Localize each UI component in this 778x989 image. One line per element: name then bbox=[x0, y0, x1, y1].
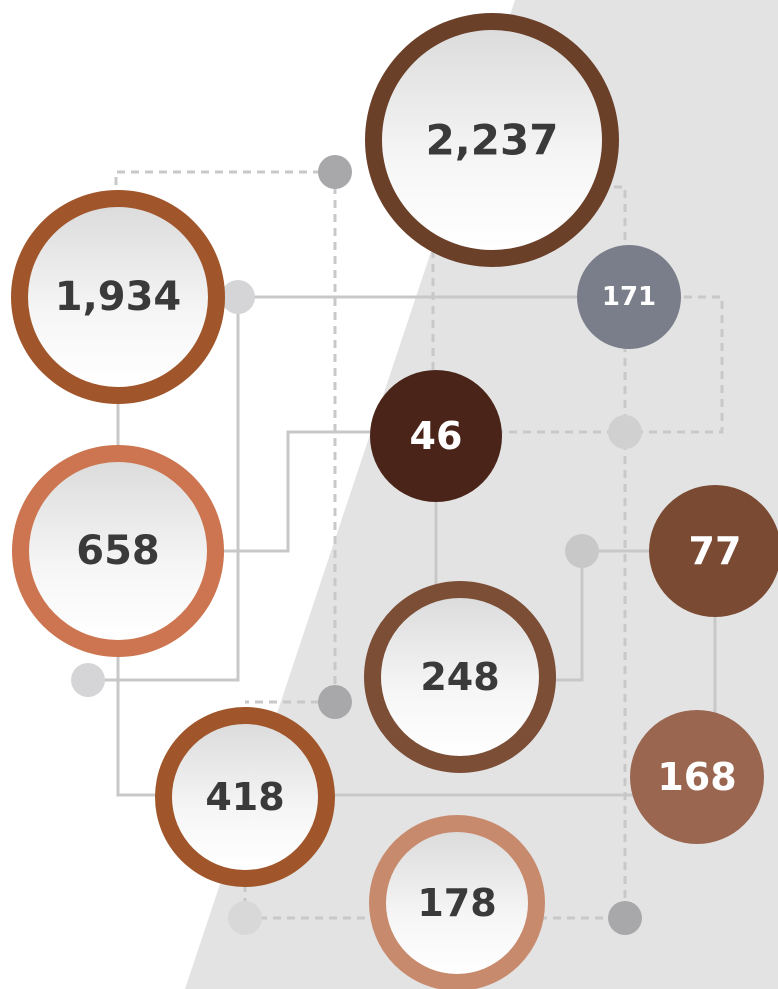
node: 2,237 bbox=[365, 13, 619, 267]
node-label: 2,237 bbox=[426, 116, 559, 165]
node: 178 bbox=[369, 815, 545, 989]
nodes: 2,237 1,934 658 46 171 77 248 418 168 178 bbox=[11, 13, 778, 989]
junction-dot bbox=[71, 663, 105, 697]
node: 171 bbox=[577, 245, 681, 349]
node-label: 1,934 bbox=[55, 274, 182, 320]
junction-dot bbox=[228, 901, 262, 935]
node-inner bbox=[28, 207, 208, 387]
node-label: 418 bbox=[205, 775, 284, 819]
node: 168 bbox=[630, 710, 764, 844]
node-circle bbox=[649, 485, 778, 617]
node-inner bbox=[382, 30, 602, 250]
connector bbox=[88, 297, 240, 682]
node: 1,934 bbox=[11, 190, 225, 404]
junction-dot bbox=[221, 280, 255, 314]
node-label: 171 bbox=[602, 282, 656, 312]
connector bbox=[210, 430, 436, 553]
junction-dot bbox=[318, 685, 352, 719]
junction-dot bbox=[565, 534, 599, 568]
node-label: 178 bbox=[417, 881, 496, 925]
node-label: 658 bbox=[76, 528, 160, 574]
node: 248 bbox=[364, 581, 556, 773]
node-inner bbox=[386, 832, 528, 974]
node-inner bbox=[29, 462, 207, 640]
node-inner bbox=[172, 724, 318, 870]
junction-dot bbox=[318, 155, 352, 189]
node: 46 bbox=[370, 370, 502, 502]
node-label: 248 bbox=[420, 655, 499, 699]
connector bbox=[245, 172, 337, 704]
node-label: 46 bbox=[410, 414, 463, 458]
connector bbox=[114, 170, 335, 185]
node: 77 bbox=[649, 485, 778, 617]
node-label: 168 bbox=[657, 755, 736, 799]
node-label: 77 bbox=[689, 529, 742, 573]
node-circle bbox=[577, 245, 681, 349]
node-circle bbox=[370, 370, 502, 502]
node-inner bbox=[381, 598, 539, 756]
connector bbox=[540, 549, 715, 682]
junction-dot bbox=[608, 415, 642, 449]
node: 418 bbox=[155, 707, 335, 887]
node: 658 bbox=[12, 445, 224, 657]
junction-dots bbox=[71, 155, 642, 935]
junction-dot bbox=[608, 901, 642, 935]
node-circle bbox=[630, 710, 764, 844]
connector bbox=[116, 640, 660, 797]
